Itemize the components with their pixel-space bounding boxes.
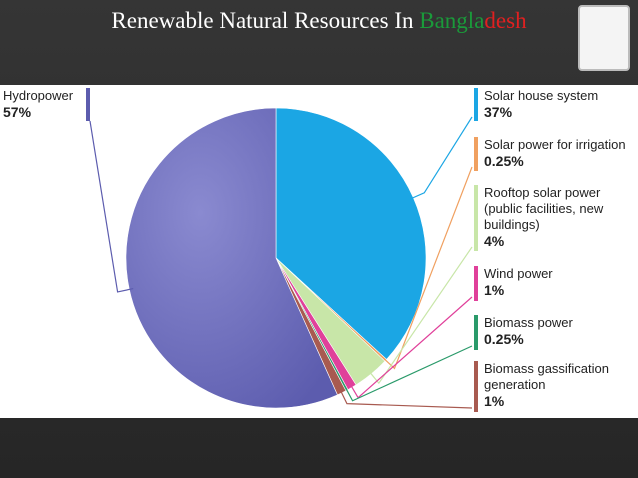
value-label: 1% [484,393,505,409]
value-label: 57% [3,104,32,120]
value-label: 0.25% [484,153,524,169]
label-bar [474,137,478,171]
label-bar [474,185,478,251]
value-label: 37% [484,104,513,120]
value-label: 0.25% [484,331,524,347]
logo [578,5,630,71]
leader-line [344,345,473,402]
category-name: Rooftop solar power (public facilities, … [484,185,604,232]
slice-label: Biomass gassification generation 1% [484,361,624,410]
leader-line [368,246,473,385]
leader-line [339,388,473,409]
leader-line [409,116,473,200]
title-part: Renewable Natural Resources In [111,8,420,33]
slide-title: Renewable Natural Resources In Banglades… [0,8,638,34]
slice-label: Rooftop solar power (public facilities, … [484,185,624,250]
label-bar [474,88,478,121]
slice-label: Solar power for irrigation 0.25% [484,137,638,170]
slice-label: Wind power 1% [484,266,634,299]
category-name: Solar house system [484,88,599,103]
label-bar [474,266,478,301]
category-name: Wind power [484,266,553,281]
category-name: Biomass gassification generation [484,361,609,392]
value-label: 4% [484,233,505,249]
slice-label: Hydropower 57% [3,88,83,121]
leader-line [382,166,473,370]
label-bar [474,315,478,350]
category-name: Solar power for irrigation [484,137,626,152]
slice-label: Biomass power 0.25% [484,315,634,348]
leader-line [89,120,134,293]
title-part: desh [484,8,527,33]
value-label: 1% [484,282,505,298]
category-name: Biomass power [484,315,573,330]
slice-label: Solar house system 37% [484,88,634,121]
label-bar [86,88,90,121]
category-name: Hydropower [3,88,74,103]
title-part: Bangla [419,8,485,33]
label-bar [474,361,478,412]
